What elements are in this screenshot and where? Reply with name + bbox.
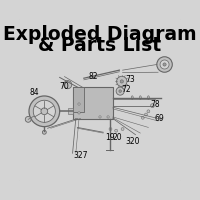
Bar — [68, 108, 73, 114]
Circle shape — [145, 113, 147, 116]
Text: 84: 84 — [29, 88, 39, 97]
Circle shape — [141, 116, 144, 119]
Circle shape — [120, 80, 123, 83]
Circle shape — [116, 87, 124, 95]
Text: 320: 320 — [125, 137, 140, 146]
Text: 20: 20 — [113, 133, 123, 142]
Ellipse shape — [147, 96, 149, 99]
Text: 69: 69 — [155, 114, 165, 123]
Circle shape — [25, 116, 31, 122]
Text: 73: 73 — [126, 75, 136, 84]
Circle shape — [41, 108, 48, 115]
Circle shape — [117, 76, 127, 87]
Text: 78: 78 — [150, 100, 160, 109]
Text: Exploded Diagram: Exploded Diagram — [3, 25, 197, 44]
Circle shape — [157, 57, 172, 72]
Ellipse shape — [131, 96, 133, 99]
Text: 327: 327 — [73, 151, 88, 160]
Text: & Parts List: & Parts List — [38, 36, 162, 55]
Circle shape — [64, 81, 72, 89]
Text: 70: 70 — [60, 82, 69, 91]
Text: 82: 82 — [89, 72, 98, 81]
Circle shape — [147, 110, 150, 113]
Circle shape — [33, 100, 55, 122]
Circle shape — [151, 104, 154, 108]
Circle shape — [42, 130, 46, 134]
Circle shape — [119, 90, 121, 92]
Ellipse shape — [139, 96, 141, 99]
Circle shape — [160, 60, 169, 69]
Circle shape — [107, 116, 109, 118]
Bar — [73, 87, 84, 112]
Circle shape — [115, 129, 118, 132]
Text: 72: 72 — [121, 85, 131, 94]
Bar — [73, 87, 113, 119]
Text: 19: 19 — [105, 133, 114, 142]
Circle shape — [121, 128, 124, 130]
Circle shape — [163, 63, 166, 66]
Circle shape — [78, 103, 80, 105]
Circle shape — [99, 116, 101, 118]
FancyBboxPatch shape — [18, 18, 182, 182]
Circle shape — [109, 128, 112, 130]
Circle shape — [29, 96, 60, 127]
Circle shape — [78, 112, 80, 114]
